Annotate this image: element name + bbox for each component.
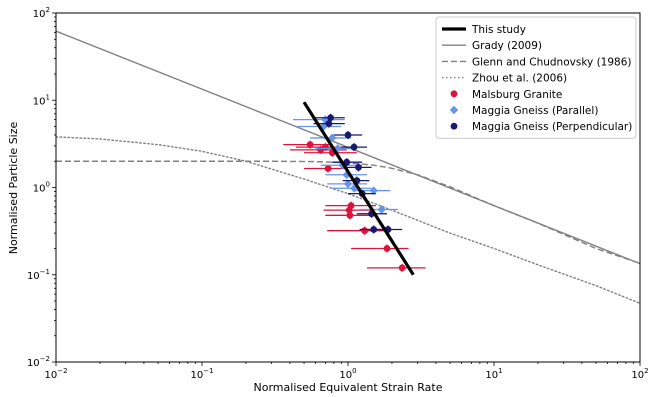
y-tick-label: 102 (33, 6, 50, 20)
y-axis-label: Normalised Particle Size (7, 121, 20, 254)
legend-item-zhou-et-al-2006: Zhou et al. (2006) (442, 73, 567, 85)
y-tick-exponent: 0 (46, 181, 50, 189)
x-tick-label: 101 (485, 367, 502, 381)
data-point (344, 131, 352, 139)
legend-label: Maggia Gneiss (Parallel) (472, 105, 598, 117)
maggia-gneiss-parallel-series (292, 115, 398, 214)
legend-item-grady-2009: Grady (2009) (442, 40, 542, 52)
y-tick-exponent: −2 (40, 355, 50, 363)
y-tick-label: 100 (33, 181, 50, 195)
x-tick-exponent: −1 (203, 367, 213, 375)
y-tick-base: 10 (27, 358, 40, 369)
legend-label: This study (471, 24, 526, 36)
legend-label: Grady (2009) (472, 40, 542, 52)
x-tick-label: 10−1 (190, 367, 213, 381)
x-tick-base: 10 (631, 370, 644, 381)
y-tick-base: 10 (27, 271, 40, 282)
data-point (361, 227, 369, 235)
x-tick-exponent: 2 (644, 367, 648, 375)
x-tick-base: 10 (339, 370, 352, 381)
data-point (343, 179, 353, 189)
y-tick-exponent: −1 (40, 268, 50, 276)
legend-label: Zhou et al. (2006) (472, 73, 567, 85)
data-point (346, 211, 354, 219)
data-point (325, 120, 333, 127)
data-point (369, 186, 378, 195)
y-tick-exponent: 1 (46, 93, 50, 101)
y-tick-exponent: 2 (46, 6, 50, 14)
legend-item-glenn-and-chudnovsky-1986: Glenn and Chudnovsky (1986) (442, 56, 632, 68)
legend-swatch (450, 90, 458, 98)
y-tick-label: 10−1 (27, 268, 50, 282)
x-tick-exponent: 0 (352, 367, 356, 375)
x-tick-label: 102 (631, 367, 648, 381)
data-point (306, 141, 314, 149)
legend: This study Grady (2009) Glenn and Chudnovs… (435, 16, 637, 139)
data-point (324, 165, 332, 172)
x-axis: 10−2 10−1 100 101 102 (44, 362, 648, 381)
y-tick-base: 10 (33, 96, 46, 107)
glenn-and-chudnovsky-1986-line (56, 160, 640, 265)
data-point (350, 143, 358, 151)
legend-label: Malsburg Granite (472, 89, 562, 101)
x-tick-label: 100 (339, 367, 356, 381)
this-study-line-group (302, 101, 415, 276)
x-tick-label: 10−2 (44, 367, 67, 381)
x-tick-base: 10 (44, 370, 57, 381)
x-tick-base: 10 (485, 370, 498, 381)
data-points (283, 113, 426, 272)
data-point (327, 114, 334, 122)
legend-box (435, 16, 637, 139)
legend-swatch (450, 122, 458, 130)
legend-item-this-study: This study (442, 24, 526, 36)
legend-item-maggia-gneiss-perpendicular: Maggia Gneiss (Perpendicular) (450, 121, 632, 133)
y-tick-base: 10 (33, 184, 46, 195)
y-tick-base: 10 (33, 9, 46, 20)
legend-label: Glenn and Chudnovsky (1986) (472, 56, 632, 68)
legend-label: Maggia Gneiss (Perpendicular) (472, 121, 632, 133)
y-tick-label: 10−2 (27, 355, 50, 369)
data-point (343, 158, 351, 166)
data-point (383, 245, 391, 252)
legend-swatch (449, 105, 459, 115)
data-point (355, 163, 362, 171)
x-tick-base: 10 (190, 370, 203, 381)
data-point (328, 133, 337, 143)
x-axis-label: Normalised Equivalent Strain Rate (254, 381, 443, 394)
data-point (398, 264, 406, 272)
x-tick-exponent: −2 (57, 367, 67, 375)
y-tick-label: 101 (33, 93, 50, 107)
legend-item-maggia-gneiss-parallel: Maggia Gneiss (Parallel) (449, 105, 598, 117)
data-point (345, 206, 353, 214)
legend-item-malsburg-granite: Malsburg Granite (450, 89, 562, 101)
this-study-line (302, 101, 415, 276)
zhou-et-al-2006-line (56, 136, 640, 305)
malsburg-granite-series (283, 140, 426, 272)
data-point (377, 205, 386, 214)
x-tick-exponent: 1 (498, 367, 502, 375)
